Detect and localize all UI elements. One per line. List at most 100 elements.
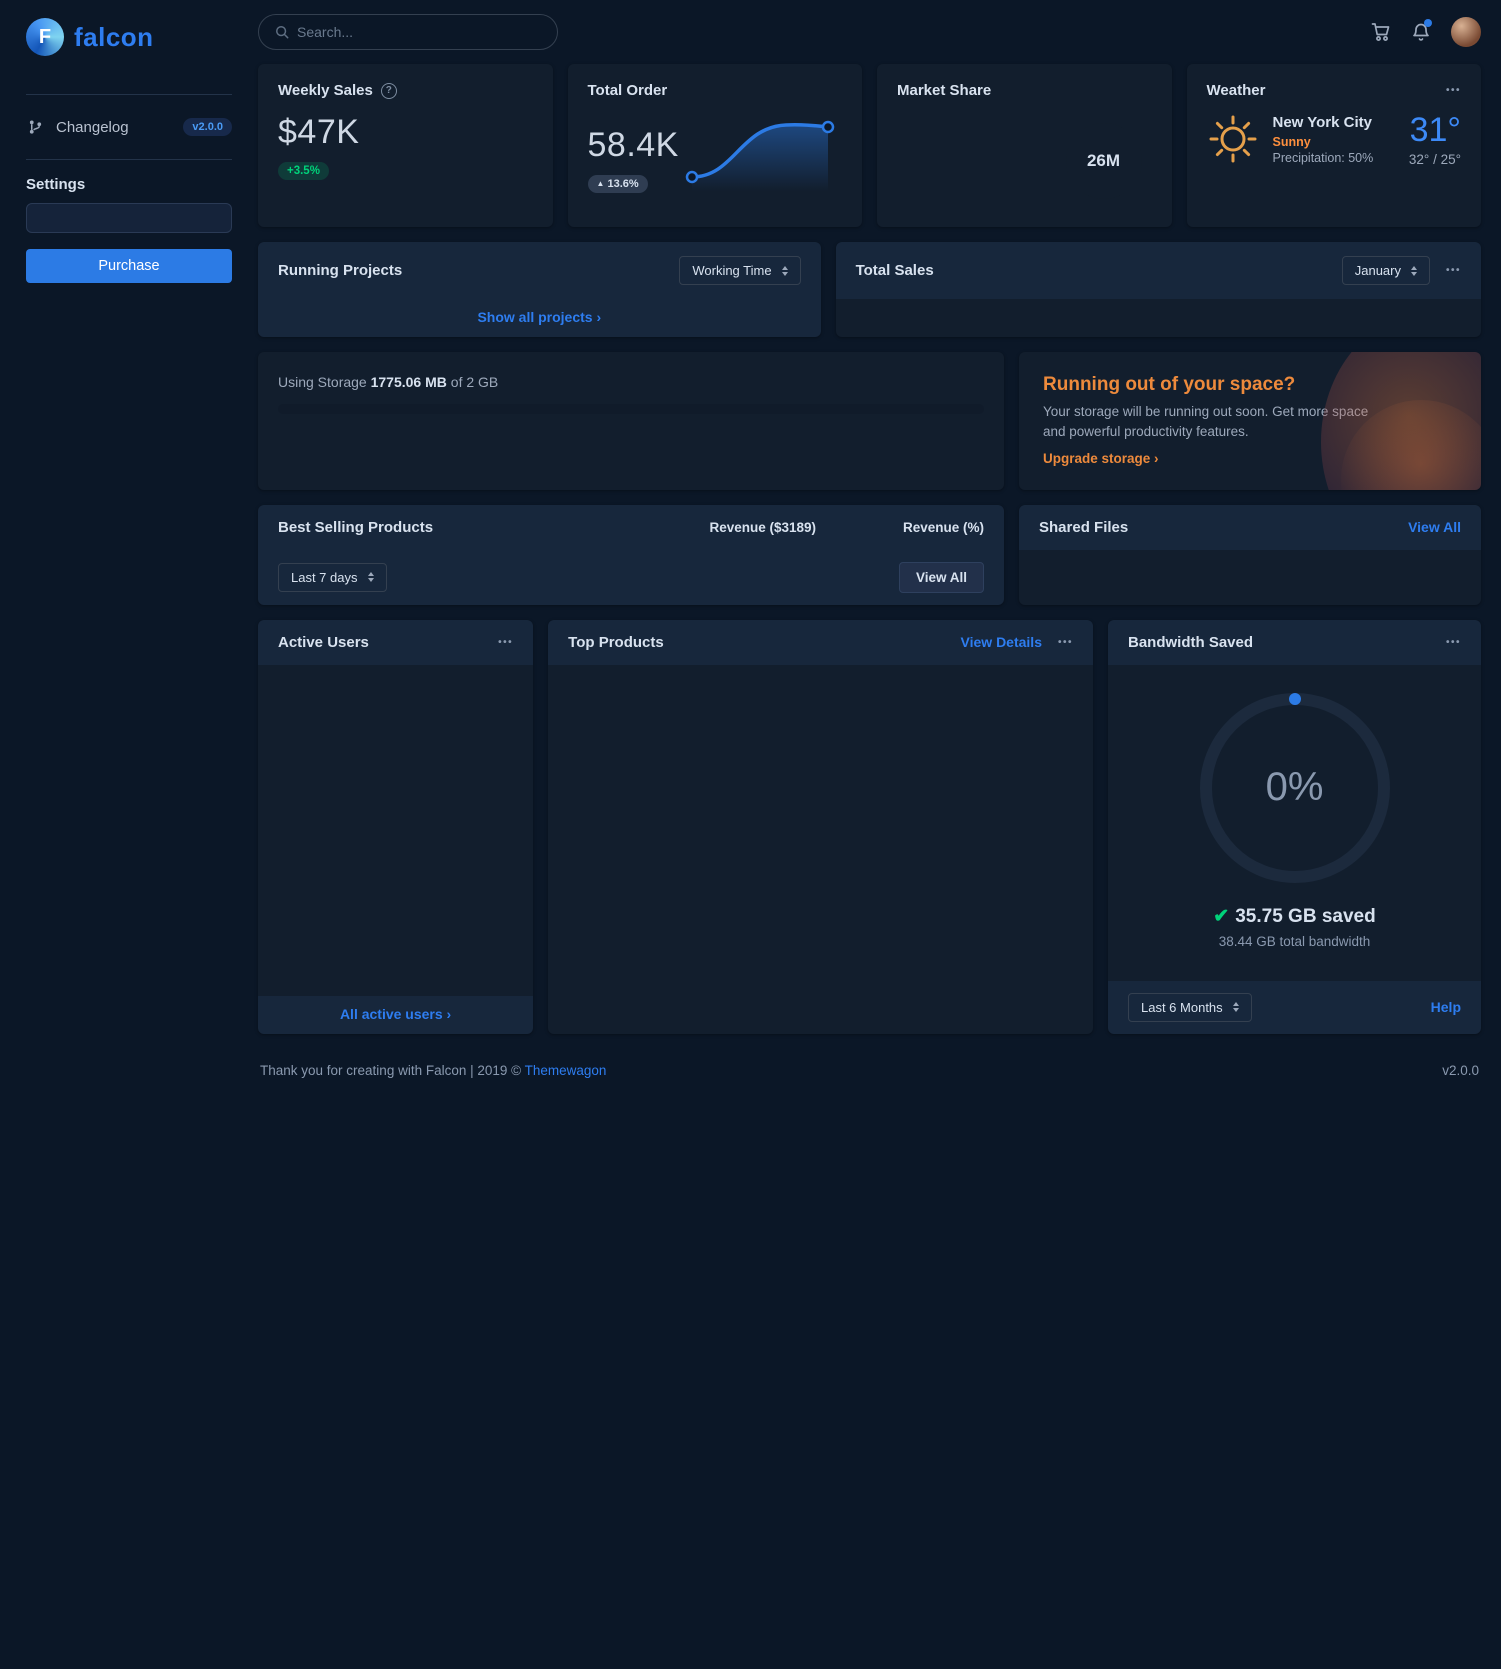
view-details-link[interactable]: View Details bbox=[960, 634, 1042, 650]
products-files-row: Best Selling Products Revenue ($3189) Re… bbox=[258, 504, 1481, 605]
falcon-logo-icon: F bbox=[26, 18, 64, 56]
settings-panel bbox=[26, 203, 232, 233]
running-projects-card: Running Projects Working Time Show all p… bbox=[258, 242, 821, 337]
version-badge: v2.0.0 bbox=[183, 118, 232, 136]
ellipsis-menu-icon[interactable]: ••• bbox=[1445, 636, 1461, 648]
user-avatar[interactable] bbox=[1451, 17, 1481, 47]
market-share-title: Market Share bbox=[897, 82, 992, 99]
sidebar: F falcon Changelog v2.0.0 Settings Purch… bbox=[0, 0, 258, 1669]
last-7-days-select[interactable]: Last 7 days bbox=[278, 562, 387, 592]
check-icon: ✔ bbox=[1213, 905, 1230, 927]
storage-progress-bar bbox=[278, 404, 985, 414]
sidebar-item-changelog[interactable]: Changelog v2.0.0 bbox=[26, 107, 232, 147]
bandwidth-saved-text: ✔ 35.75 GB saved bbox=[1213, 905, 1376, 927]
total-order-title: Total Order bbox=[587, 82, 668, 99]
help-link[interactable]: Help bbox=[1430, 999, 1461, 1015]
purchase-button[interactable]: Purchase bbox=[26, 249, 232, 283]
bandwidth-title: Bandwidth Saved bbox=[1128, 633, 1254, 651]
weather-range: 32° / 25° bbox=[1408, 152, 1461, 167]
bandwidth-card: Bandwidth Saved ••• 0% ✔ 35.75 GB saved 3… bbox=[1108, 619, 1481, 1034]
weekly-sales-change-badge: +3.5% bbox=[278, 162, 329, 180]
code-branch-icon bbox=[26, 119, 44, 135]
top-products-title: Top Products bbox=[568, 633, 664, 651]
bandwidth-total-text: 38.44 GB total bandwidth bbox=[1218, 933, 1371, 949]
gauge-indicator-dot bbox=[1288, 692, 1301, 705]
page-footer: Thank you for creating with Falcon | 201… bbox=[258, 1049, 1481, 1106]
ellipsis-menu-icon[interactable]: ••• bbox=[498, 636, 514, 648]
market-share-card: Market Share 26M bbox=[877, 64, 1172, 227]
notification-dot bbox=[1424, 18, 1432, 27]
changelog-label: Changelog bbox=[56, 118, 129, 136]
ellipsis-menu-icon[interactable]: ••• bbox=[1057, 636, 1073, 648]
shared-files-card: Shared Files View All bbox=[1019, 504, 1481, 605]
all-active-users-link[interactable]: All active users › bbox=[339, 1005, 452, 1022]
total-sales-title: Total Sales bbox=[855, 262, 934, 279]
divider bbox=[26, 159, 232, 160]
upgrade-storage-link[interactable]: Upgrade storage › bbox=[1043, 450, 1159, 466]
total-sales-card: Total Sales January ••• bbox=[835, 242, 1481, 337]
question-circle-icon[interactable]: ? bbox=[380, 82, 397, 99]
select-arrows-icon bbox=[781, 265, 788, 276]
select-arrows-icon bbox=[367, 572, 374, 582]
decorative-blob bbox=[1321, 352, 1481, 490]
bandwidth-gauge-chart: 0% bbox=[1199, 692, 1390, 883]
themewagon-link[interactable]: Themewagon bbox=[524, 1062, 607, 1078]
projects-sales-row: Running Projects Working Time Show all p… bbox=[258, 242, 1481, 337]
brand-name: falcon bbox=[74, 21, 154, 52]
bandwidth-percent: 0% bbox=[1265, 765, 1324, 809]
select-arrows-icon bbox=[1410, 265, 1417, 276]
active-users-list bbox=[258, 665, 533, 996]
search-box[interactable] bbox=[258, 14, 558, 50]
revenue-pct-column-header: Revenue (%) bbox=[902, 519, 985, 535]
shared-files-view-all-link[interactable]: View All bbox=[1408, 519, 1461, 535]
cart-icon[interactable] bbox=[1371, 22, 1391, 42]
weekly-sales-value: $47K bbox=[278, 113, 360, 151]
ellipsis-menu-icon[interactable]: ••• bbox=[1445, 85, 1461, 96]
space-title: Running out of your space? bbox=[1043, 374, 1296, 395]
weekly-sales-card: Weekly Sales ? $47K +3.5% bbox=[258, 64, 553, 227]
ellipsis-menu-icon[interactable]: ••• bbox=[1445, 265, 1461, 276]
best-selling-card: Best Selling Products Revenue ($3189) Re… bbox=[258, 504, 1005, 605]
show-all-projects-link[interactable]: Show all projects › bbox=[477, 309, 602, 325]
weekly-sales-title: Weekly Sales bbox=[278, 82, 373, 99]
search-icon bbox=[275, 25, 289, 39]
divider bbox=[26, 94, 232, 95]
running-projects-title: Running Projects bbox=[278, 262, 403, 279]
main-content: Weekly Sales ? $47K +3.5% Total Order 58… bbox=[258, 0, 1501, 1669]
revenue-column-header: Revenue ($3189) bbox=[709, 519, 817, 535]
space-body: Your storage will be running out soon. G… bbox=[1043, 404, 1369, 440]
caret-up-icon: ▲ bbox=[596, 179, 605, 188]
brand-logo[interactable]: F falcon bbox=[26, 14, 232, 82]
weather-temp: 31° bbox=[1409, 111, 1461, 149]
best-selling-title: Best Selling Products bbox=[278, 518, 434, 536]
month-select[interactable]: January bbox=[1341, 256, 1430, 285]
weather-city: New York City bbox=[1272, 113, 1372, 131]
storage-card: Using Storage 1775.06 MB of 2 GB bbox=[258, 352, 1005, 490]
bell-icon[interactable] bbox=[1411, 18, 1432, 43]
select-arrows-icon bbox=[1232, 1002, 1239, 1012]
top-products-card: Top Products View Details ••• bbox=[548, 619, 1093, 1034]
top-bar bbox=[258, 0, 1481, 64]
search-input[interactable] bbox=[297, 24, 541, 40]
topbar-actions bbox=[1371, 17, 1481, 47]
view-all-button[interactable]: View All bbox=[898, 561, 985, 593]
shared-files-title: Shared Files bbox=[1039, 518, 1129, 536]
footer-version: v2.0.0 bbox=[1442, 1062, 1479, 1078]
total-sales-line-chart bbox=[836, 299, 1481, 313]
working-time-select[interactable]: Working Time bbox=[679, 256, 801, 285]
total-order-change-badge: ▲ 13.6% bbox=[587, 175, 648, 193]
stats-row: Weekly Sales ? $47K +3.5% Total Order 58… bbox=[258, 64, 1481, 227]
storage-usage-text: Using Storage 1775.06 MB of 2 GB bbox=[278, 374, 499, 390]
active-users-title: Active Users bbox=[278, 633, 369, 651]
total-order-value: 58.4K bbox=[587, 126, 679, 164]
weather-title: Weather bbox=[1206, 82, 1266, 99]
market-share-total: 26M bbox=[1086, 151, 1121, 170]
total-order-spark-chart bbox=[685, 120, 835, 191]
weather-condition: Sunny bbox=[1272, 134, 1311, 149]
storage-row: Using Storage 1775.06 MB of 2 GB Running… bbox=[258, 352, 1481, 490]
last-6-months-select[interactable]: Last 6 Months bbox=[1128, 992, 1252, 1022]
weather-card: Weather ••• New York City Sunny Precipit… bbox=[1186, 64, 1481, 227]
active-users-card: Active Users ••• All active users › bbox=[258, 619, 534, 1034]
storage-used-value: 1775.06 MB bbox=[370, 374, 447, 390]
